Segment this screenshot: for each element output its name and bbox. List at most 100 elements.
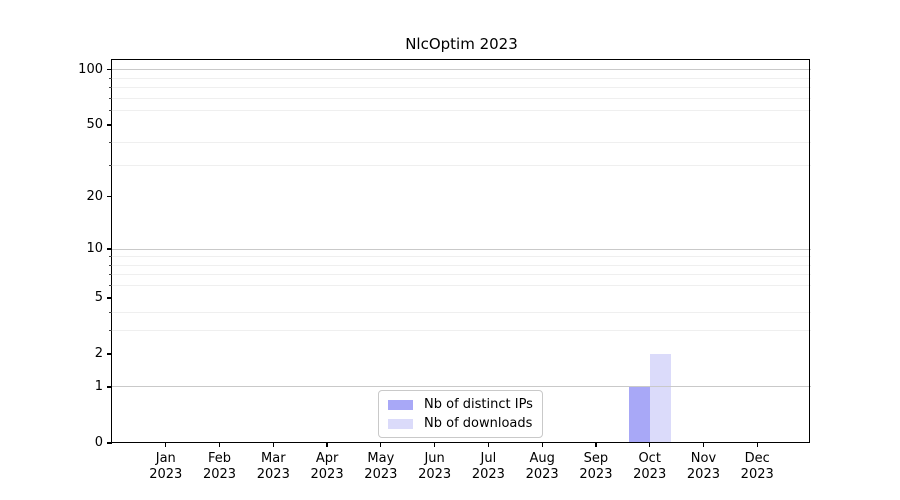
x-axis-tick: [595, 443, 597, 447]
y-axis-tick-label: 50: [86, 117, 103, 133]
x-tick-month: Jan: [155, 451, 176, 466]
y-axis-minor-tick: [109, 142, 112, 144]
y-axis-tick: [107, 124, 112, 126]
legend-label-downloads: Nb of downloads: [424, 416, 533, 431]
y-axis-tick-label: 10: [86, 241, 103, 257]
y-axis-minor-tick: [109, 110, 112, 112]
y-axis-tick-label: 5: [94, 290, 103, 306]
legend-item-distinct-ips: Nb of distinct IPs: [388, 397, 533, 412]
x-axis-tick-label: Jul 2023: [458, 451, 518, 482]
legend-swatch-downloads-icon: [388, 418, 413, 429]
gridline-minor: [112, 87, 811, 89]
bar-downloads: [649, 354, 671, 443]
y-axis-tick-label: 1: [94, 378, 103, 394]
y-axis-minor-tick: [109, 264, 112, 266]
x-axis-tick-label: Oct 2023: [620, 451, 680, 482]
x-tick-month: May: [367, 451, 395, 466]
y-axis-tick: [107, 386, 112, 388]
y-axis-tick-label: 100: [78, 61, 103, 77]
y-axis-tick: [107, 297, 112, 299]
x-axis-tick-label: Jan 2023: [136, 451, 196, 482]
plot-area: [111, 59, 811, 443]
x-tick-month: Feb: [208, 451, 232, 466]
x-tick-year: 2023: [579, 466, 613, 482]
legend: Nb of distinct IPs Nb of downloads: [378, 390, 543, 438]
x-axis-tick-label: Aug 2023: [512, 451, 572, 482]
x-tick-month: Jul: [480, 451, 497, 466]
y-axis-minor-tick: [109, 97, 112, 99]
chart-title: NlcOptim 2023: [405, 35, 518, 53]
x-axis-tick: [487, 443, 490, 447]
y-axis-tick-label: 20: [86, 188, 103, 204]
x-tick-month: Sep: [583, 451, 609, 466]
x-tick-year: 2023: [149, 466, 183, 482]
x-tick-year: 2023: [256, 466, 290, 482]
y-axis-minor-tick: [109, 164, 112, 166]
gridline-major: [112, 248, 811, 250]
y-axis-minor-tick: [109, 312, 112, 314]
x-axis-tick: [541, 443, 543, 447]
legend-label-distinct-ips: Nb of distinct IPs: [424, 397, 533, 412]
gridline-minor: [112, 330, 811, 332]
y-axis-tick: [107, 442, 112, 444]
x-axis-tick: [165, 443, 167, 447]
gridline-minor: [112, 274, 811, 276]
bar-distinct-ips: [628, 386, 650, 443]
x-tick-month: Apr: [315, 451, 339, 466]
x-axis-tick-label: Dec 2023: [727, 451, 787, 482]
y-axis-tick-label: 0: [94, 435, 103, 450]
x-tick-year: 2023: [364, 466, 398, 482]
y-axis-tick: [107, 248, 112, 250]
gridline-major: [112, 386, 811, 388]
gridline-minor: [112, 312, 811, 314]
y-axis-tick: [107, 69, 112, 71]
y-axis-tick: [107, 353, 112, 355]
gridline-minor: [112, 110, 811, 112]
x-axis-tick: [272, 443, 274, 447]
x-tick-year: 2023: [740, 466, 774, 482]
y-axis-minor-tick: [109, 285, 112, 287]
x-tick-year: 2023: [310, 466, 344, 482]
gridline-minor: [112, 97, 811, 99]
x-tick-year: 2023: [471, 466, 505, 482]
x-tick-month: Nov: [690, 451, 717, 466]
x-axis-tick: [433, 443, 436, 447]
y-axis-tick: [107, 196, 112, 198]
gridline-minor: [112, 77, 811, 79]
x-axis-tick: [649, 443, 651, 447]
legend-swatch-distinct-ips-icon: [388, 399, 413, 410]
x-tick-month: Aug: [529, 451, 555, 466]
x-axis-tick-label: Mar 2023: [243, 451, 303, 482]
gridline-minor: [112, 256, 811, 258]
x-axis-tick-label: Feb 2023: [190, 451, 250, 482]
x-tick-month: Oct: [638, 451, 661, 466]
y-axis-minor-tick: [109, 87, 112, 89]
x-axis-tick-label: Jun 2023: [405, 451, 465, 482]
x-axis-tick: [326, 443, 328, 447]
gridline-major: [112, 69, 811, 71]
y-axis-minor-tick: [109, 274, 112, 276]
x-axis-tick: [702, 443, 705, 447]
x-axis-tick: [380, 443, 382, 447]
x-axis-tick-label: Nov 2023: [673, 451, 733, 482]
y-axis-minor-tick: [109, 256, 112, 258]
x-axis-tick: [756, 443, 758, 447]
x-tick-year: 2023: [686, 466, 720, 482]
gridline-minor: [112, 285, 811, 287]
x-tick-month: Jun: [424, 451, 445, 466]
legend-item-downloads: Nb of downloads: [388, 416, 533, 431]
x-axis-tick-label: May 2023: [351, 451, 411, 482]
x-tick-year: 2023: [525, 466, 559, 482]
gridline-minor: [112, 142, 811, 144]
y-axis-tick-label: 2: [94, 346, 103, 362]
gridline-minor: [112, 164, 811, 166]
x-tick-year: 2023: [633, 466, 667, 482]
x-tick-month: Mar: [261, 451, 286, 466]
y-axis-minor-tick: [109, 330, 112, 332]
x-axis-tick-label: Sep 2023: [566, 451, 626, 482]
x-tick-year: 2023: [202, 466, 237, 482]
x-tick-month: Dec: [744, 451, 770, 466]
x-axis-tick: [218, 443, 221, 447]
gridline-minor: [112, 264, 811, 266]
